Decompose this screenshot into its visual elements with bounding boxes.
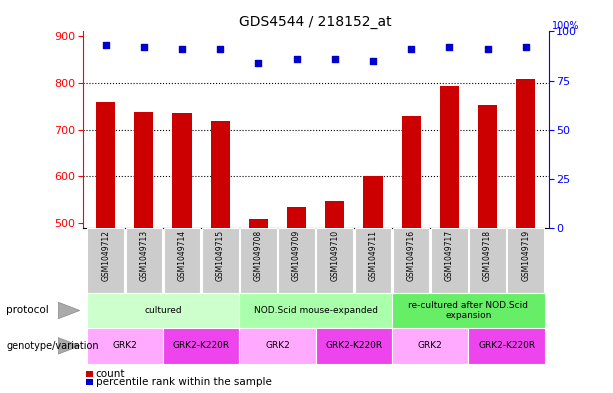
Text: genotype/variation: genotype/variation (6, 341, 99, 351)
Bar (239, 328, 316, 364)
Text: re-cultured after NOD.Scid
expansion: re-cultured after NOD.Scid expansion (408, 301, 528, 320)
Text: GRK2: GRK2 (112, 342, 137, 350)
Text: protocol: protocol (6, 305, 49, 316)
Point (330, 56, 340, 62)
Bar (393, 228, 430, 293)
Text: NOD.Scid mouse-expanded: NOD.Scid mouse-expanded (254, 306, 378, 315)
Point (406, 46, 416, 52)
Bar (316, 228, 353, 293)
Text: GSM1049715: GSM1049715 (216, 230, 225, 281)
Text: GSM1049713: GSM1049713 (139, 230, 148, 281)
Point (254, 60, 264, 66)
Text: GSM1049717: GSM1049717 (445, 230, 454, 281)
Bar (355, 228, 391, 293)
Point (482, 46, 492, 52)
Bar (468, 328, 545, 364)
Polygon shape (58, 302, 80, 319)
Bar (392, 328, 468, 364)
Bar (126, 228, 162, 293)
Text: GRK2-K220R: GRK2-K220R (478, 342, 535, 350)
Bar (516, 79, 535, 228)
Bar (211, 121, 230, 228)
Bar (96, 102, 115, 228)
Bar (431, 228, 468, 293)
Bar (478, 105, 497, 228)
Text: cultured: cultured (144, 306, 182, 315)
Bar (202, 228, 238, 293)
Bar (134, 112, 153, 228)
Text: GRK2-K220R: GRK2-K220R (326, 342, 383, 350)
Bar (469, 228, 506, 293)
Text: GRK2: GRK2 (418, 342, 443, 350)
Point (521, 44, 531, 50)
Text: GSM1049712: GSM1049712 (101, 230, 110, 281)
Point (177, 46, 187, 52)
Bar (240, 228, 276, 293)
Text: GSM1049710: GSM1049710 (330, 230, 339, 281)
Point (444, 44, 454, 50)
Text: percentile rank within the sample: percentile rank within the sample (96, 377, 272, 387)
Bar (86, 293, 239, 328)
Text: GSM1049718: GSM1049718 (483, 230, 492, 281)
Bar (364, 176, 383, 228)
Bar (163, 328, 239, 364)
Bar (440, 86, 459, 228)
Title: GDS4544 / 218152_at: GDS4544 / 218152_at (240, 15, 392, 29)
Bar (86, 328, 163, 364)
Bar (164, 228, 200, 293)
Point (368, 58, 378, 64)
Bar (249, 219, 268, 228)
Point (139, 44, 149, 50)
Polygon shape (58, 338, 80, 354)
Bar (287, 207, 306, 228)
Point (101, 42, 110, 48)
Text: GSM1049709: GSM1049709 (292, 230, 301, 281)
Bar (278, 228, 315, 293)
Text: GSM1049719: GSM1049719 (521, 230, 530, 281)
Bar (316, 328, 392, 364)
Point (215, 46, 225, 52)
Bar (87, 228, 124, 293)
Text: GRK2: GRK2 (265, 342, 290, 350)
Bar (392, 293, 545, 328)
Text: GSM1049708: GSM1049708 (254, 230, 263, 281)
Text: GRK2-K220R: GRK2-K220R (173, 342, 230, 350)
Point (292, 56, 302, 62)
Bar (239, 293, 392, 328)
Bar (326, 201, 345, 228)
Text: GSM1049711: GSM1049711 (368, 230, 378, 281)
Bar (508, 228, 544, 293)
Text: GSM1049716: GSM1049716 (406, 230, 416, 281)
Text: count: count (96, 369, 125, 379)
Bar (172, 113, 192, 228)
Bar (402, 116, 421, 228)
Text: GSM1049714: GSM1049714 (178, 230, 186, 281)
Text: 100%: 100% (552, 22, 579, 31)
